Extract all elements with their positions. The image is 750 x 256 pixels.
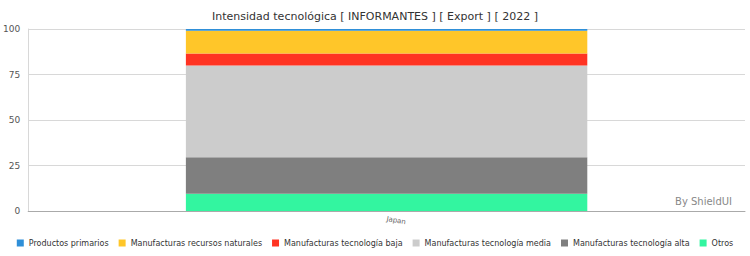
svg-text:Intensidad tecnológica [ INFOR: Intensidad tecnológica [ INFORMANTES ] […: [212, 10, 538, 23]
svg-text:Otros: Otros: [712, 239, 734, 248]
svg-text:Japan: Japan: [385, 215, 407, 226]
svg-text:Manufacturas tecnología media: Manufacturas tecnología media: [425, 239, 551, 248]
svg-text:25: 25: [9, 161, 20, 171]
svg-text:75: 75: [9, 70, 20, 80]
svg-text:50: 50: [9, 115, 21, 125]
svg-text:Manufacturas tecnología baja: Manufacturas tecnología baja: [284, 239, 403, 248]
svg-text:Productos primarios: Productos primarios: [29, 239, 109, 248]
svg-text:0: 0: [14, 206, 20, 216]
svg-text:Manufacturas recursos naturale: Manufacturas recursos naturales: [131, 239, 262, 248]
svg-text:Manufacturas tecnología alta: Manufacturas tecnología alta: [573, 239, 690, 248]
svg-text:100: 100: [3, 24, 20, 34]
svg-text:By ShieldUI: By ShieldUI: [675, 196, 732, 207]
